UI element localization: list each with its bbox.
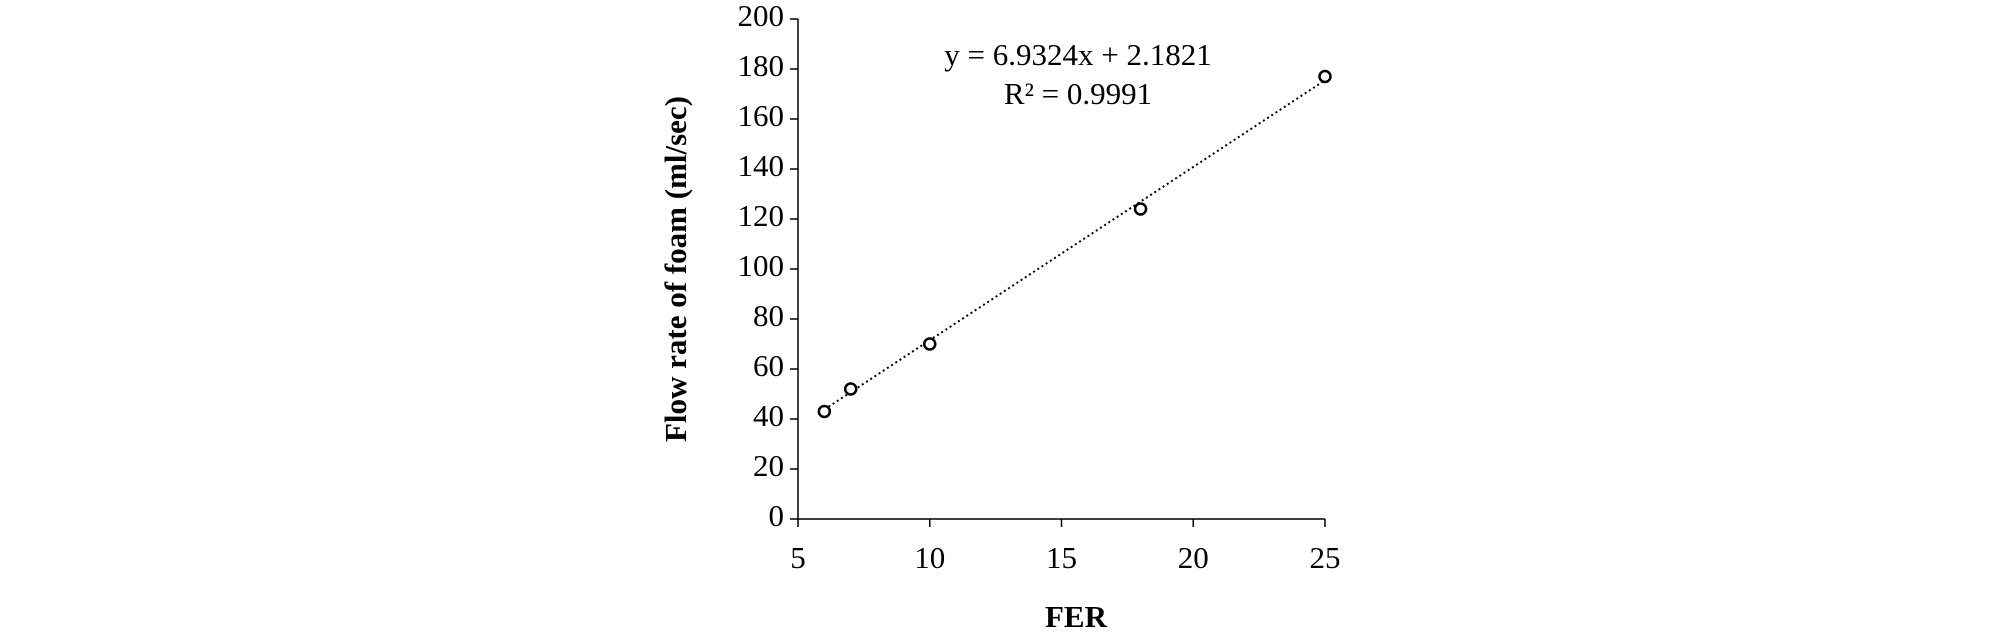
r-squared: R² = 0.9991 xyxy=(1004,76,1152,111)
y-axis-label: Flow rate of foam (ml/sec) xyxy=(658,96,693,442)
x-tick-label: 25 xyxy=(1310,540,1341,575)
y-tick-label: 80 xyxy=(753,298,784,333)
y-tick-label: 140 xyxy=(738,148,785,183)
trendline xyxy=(823,79,1326,411)
y-tick-label: 120 xyxy=(738,198,785,233)
data-point xyxy=(923,337,937,351)
x-tick-label: 5 xyxy=(790,540,806,575)
y-tick-label: 20 xyxy=(753,448,784,483)
data-point xyxy=(1318,69,1332,84)
y-tick-label: 40 xyxy=(753,398,784,433)
data-point xyxy=(843,382,858,396)
x-tick-label: 10 xyxy=(914,540,945,575)
trendline-equation: y = 6.9324x + 2.1821 xyxy=(944,37,1211,72)
x-tick-label: 15 xyxy=(1046,540,1077,575)
y-tick-label: 100 xyxy=(738,248,785,283)
y-tick-label: 180 xyxy=(738,48,785,83)
y-tick-label: 160 xyxy=(738,98,785,133)
data-point xyxy=(817,404,832,419)
x-axis-label: FER xyxy=(1045,599,1108,634)
x-tick-label: 20 xyxy=(1178,540,1209,575)
data-point xyxy=(1133,202,1148,216)
y-tick-label: 0 xyxy=(769,498,785,533)
y-tick-label: 60 xyxy=(753,348,784,383)
y-tick-label: 200 xyxy=(738,0,785,33)
